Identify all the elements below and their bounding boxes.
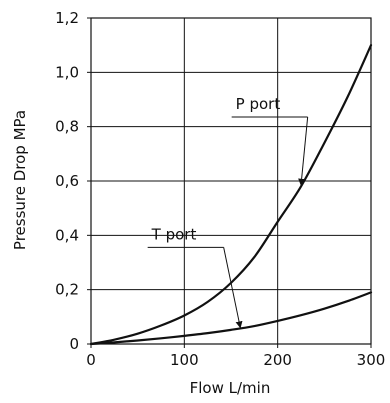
grid-lines (91, 18, 371, 344)
x-tick-label-200: 200 (263, 351, 292, 369)
y-tick-label-1: 0,2 (55, 281, 79, 299)
x-axis-title: Flow L/min (190, 379, 271, 397)
annotation-arrow-p-port (298, 116, 309, 186)
series-line-t-port (89, 291, 373, 346)
y-tick-label-2: 0,4 (55, 226, 79, 244)
series-line-p-port (89, 44, 373, 346)
annotation-arrow-t-port (223, 247, 243, 329)
x-tick-label-100: 100 (170, 351, 199, 369)
y-tick-label-3: 0,6 (55, 172, 79, 190)
y-tick-label-5: 1,0 (55, 63, 79, 81)
x-tick-label-300: 300 (357, 351, 386, 369)
axes (87, 17, 372, 348)
x-tick-label-0: 0 (86, 351, 96, 369)
y-tick-label-6: 1,2 (55, 9, 79, 27)
y-tick-label-4: 0,8 (55, 118, 79, 136)
tick-labels: 0 100 200 300 0 0,2 0,4 0,6 0,8 1,0 1,2 (55, 9, 385, 369)
y-tick-label-0: 0 (69, 335, 79, 353)
series-annotations: P port T port (147, 95, 309, 329)
annotation-label-p-port: P port (236, 95, 281, 113)
data-series (89, 44, 373, 346)
y-axis-title: Pressure Drop MPa (11, 110, 29, 250)
annotation-label-t-port: T port (151, 225, 197, 243)
